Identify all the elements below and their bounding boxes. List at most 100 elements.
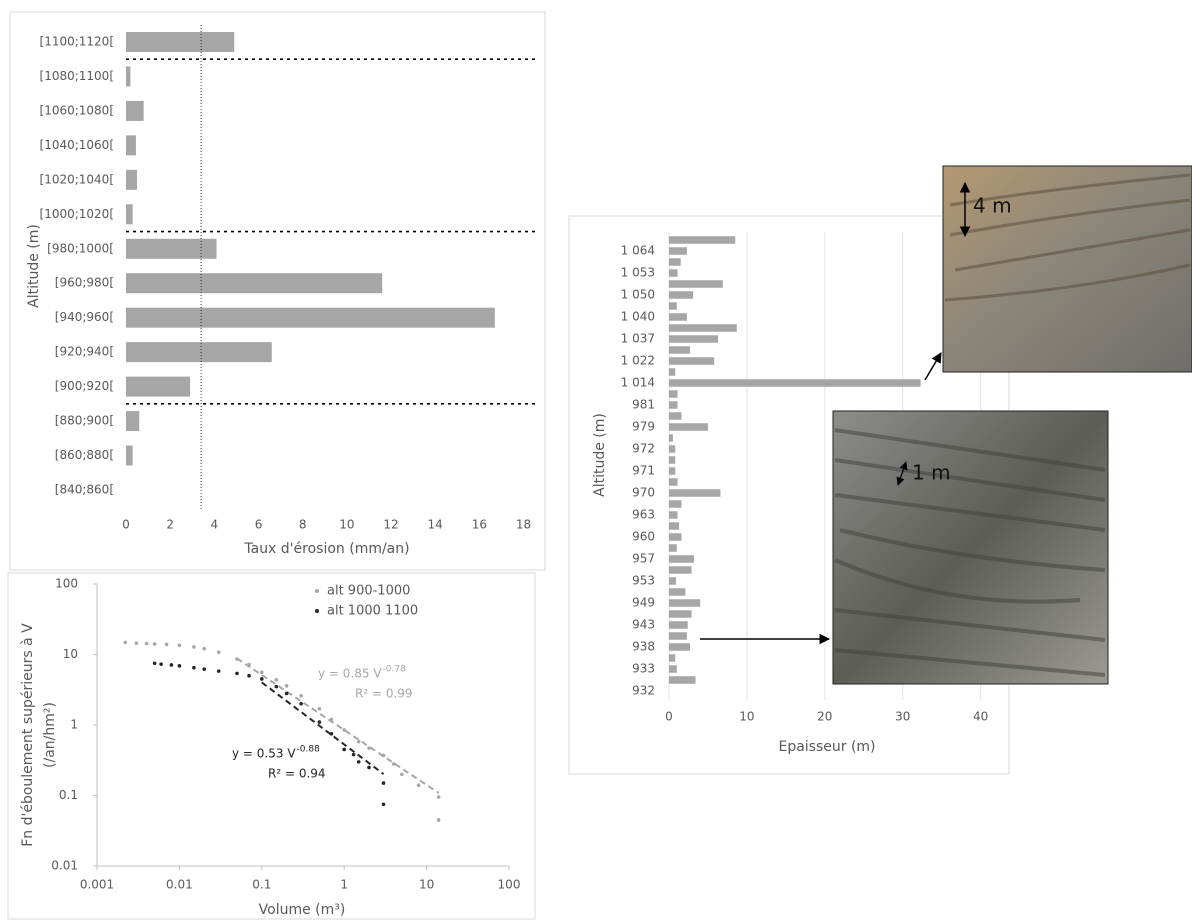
photo: 4 m (942, 165, 1192, 373)
y-tick-label: [840;860[ (55, 482, 114, 496)
point (216, 650, 221, 654)
y-tick-label: 100 (55, 577, 78, 591)
y-tick-label: 949 (632, 596, 655, 610)
bar (126, 411, 140, 432)
photo: 1 m (832, 410, 1109, 685)
bar (669, 357, 715, 365)
y-tick-label: 932 (632, 684, 655, 698)
x-tick-label: 12 (383, 518, 398, 532)
y-tick-label: 933 (632, 662, 655, 676)
y-tick-label: [1080;1100[ (40, 69, 114, 83)
point (152, 661, 157, 666)
y-tick-label: 963 (632, 508, 655, 522)
y-tick-label: [860;880[ (55, 448, 114, 462)
y-tick-label: [920;940[ (55, 345, 114, 359)
y-tick-label: 957 (632, 552, 655, 566)
bar (669, 643, 691, 651)
point (192, 645, 196, 649)
trendline-equation: y = 0.53 V (232, 747, 296, 761)
y-tick-label: [960;980[ (55, 276, 114, 290)
x-tick-label: 100 (498, 878, 521, 892)
point (260, 670, 264, 675)
y-tick-label: [980;1000[ (47, 241, 114, 255)
x-tick-label: 0.001 (80, 878, 114, 892)
bar (669, 676, 696, 684)
y-tick-label: [940;960[ (55, 310, 114, 324)
legend-marker (315, 609, 319, 613)
point (367, 765, 371, 770)
bar (126, 169, 138, 190)
bar (669, 236, 736, 244)
bar (669, 280, 723, 288)
legend-marker (315, 589, 319, 593)
bar (669, 478, 678, 486)
point (274, 684, 279, 689)
y-tick-label: 0.01 (51, 859, 78, 873)
bar (126, 135, 136, 156)
bar (126, 342, 272, 363)
point (192, 665, 196, 670)
point (317, 720, 322, 724)
bar (669, 401, 678, 409)
y-tick-label: [1020;1040[ (40, 172, 114, 186)
x-tick-label: 8 (299, 518, 307, 532)
y-axis-label: Altitude (m) (26, 224, 42, 308)
y-tick-label: 960 (632, 530, 655, 544)
bar (669, 291, 694, 299)
y-tick-label: 971 (632, 464, 655, 478)
bar (669, 566, 692, 574)
point (202, 646, 207, 651)
x-axis-label: Taux d'érosion (mm/an) (243, 541, 409, 557)
bar (669, 247, 687, 255)
point (260, 677, 264, 681)
bar (669, 313, 687, 321)
bar (669, 324, 737, 332)
bar (126, 445, 133, 466)
point (381, 781, 386, 785)
y-axis-label: (/an/hm²) (42, 702, 58, 768)
point (123, 640, 128, 645)
bar (126, 376, 191, 397)
y-tick-label: 1 053 (621, 266, 655, 280)
bar (669, 632, 687, 640)
x-tick-label: 10 (339, 518, 354, 532)
y-tick-label: 1 014 (621, 376, 655, 390)
trendline-r2: R² = 0.99 (355, 687, 413, 701)
bar (669, 489, 721, 497)
bar (669, 368, 676, 376)
point (177, 664, 182, 668)
bar (669, 533, 682, 541)
point (399, 772, 404, 777)
y-tick-label: 1 037 (621, 332, 655, 346)
x-tick-label: 10 (419, 878, 434, 892)
point (342, 747, 347, 752)
point (235, 671, 239, 676)
point (284, 683, 289, 688)
y-tick-label: 1 064 (621, 244, 655, 258)
bar (669, 555, 694, 563)
bar (126, 273, 383, 294)
x-tick-label: 20 (817, 710, 832, 724)
x-tick-label: 2 (166, 518, 174, 532)
bar (669, 599, 701, 607)
y-tick-label: 1 050 (621, 288, 655, 302)
y-tick-label: 1 022 (621, 354, 655, 368)
bar (669, 588, 686, 596)
bar (669, 258, 681, 266)
x-tick-label: 14 (428, 518, 443, 532)
trendline-exponent: -0.88 (297, 745, 321, 755)
bar (669, 302, 677, 310)
y-tick-label: [1040;1060[ (40, 138, 114, 152)
trendline (261, 681, 385, 775)
point (356, 739, 361, 744)
point (164, 642, 169, 647)
x-tick-label: 1 (340, 878, 348, 892)
bar (669, 544, 677, 552)
bar (126, 307, 495, 328)
bar (126, 100, 144, 121)
bar (669, 456, 676, 464)
point (436, 818, 441, 822)
y-tick-label: 981 (632, 398, 655, 412)
